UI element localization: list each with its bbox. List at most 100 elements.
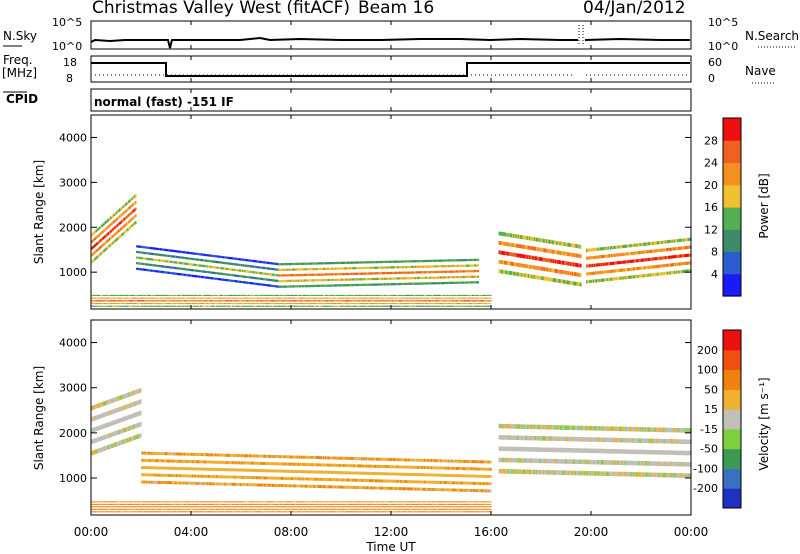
data-cell — [128, 414, 131, 420]
data-cell — [148, 246, 151, 249]
data-cell — [280, 268, 283, 271]
data-cell — [579, 273, 582, 277]
data-cell — [430, 265, 433, 268]
data-cell — [557, 278, 559, 283]
data-cell — [254, 282, 257, 285]
data-cell — [499, 260, 502, 264]
data-cell — [687, 261, 690, 265]
data-cell — [669, 255, 671, 259]
data-cell — [233, 454, 235, 457]
data-cell — [214, 266, 217, 269]
data-cell — [386, 266, 389, 269]
data-cell — [134, 435, 136, 440]
data-cell — [205, 294, 208, 296]
data-cell — [295, 294, 298, 296]
data-cell — [161, 303, 164, 305]
data-cell — [637, 251, 640, 255]
data-cell — [122, 305, 125, 307]
data-cell — [153, 258, 155, 261]
data-cell — [350, 305, 352, 307]
data-cell — [177, 300, 180, 302]
data-cell — [514, 253, 516, 257]
data-cell — [515, 262, 518, 267]
data-cell — [417, 305, 419, 307]
data-cell — [374, 283, 376, 286]
data-cell — [206, 305, 209, 307]
data-cell — [286, 300, 289, 302]
data-cell — [441, 297, 443, 299]
data-cell — [406, 282, 409, 285]
data-cell — [179, 256, 181, 259]
data-cell — [405, 294, 408, 296]
data-cell — [247, 303, 250, 305]
data-cell — [421, 265, 424, 268]
data-cell — [463, 297, 466, 299]
data-cell — [234, 294, 236, 296]
data-cell — [151, 473, 153, 477]
data-cell — [436, 305, 439, 307]
data-cell — [442, 294, 444, 296]
data-cell — [248, 281, 251, 285]
data-cell — [530, 236, 532, 241]
data-cell — [630, 267, 633, 271]
data-cell — [177, 467, 180, 470]
data-cell — [273, 262, 276, 265]
data-cell — [560, 260, 563, 265]
data-cell — [671, 247, 674, 251]
data-cell — [630, 251, 633, 255]
data-cell — [325, 303, 327, 305]
data-cell — [462, 294, 465, 296]
data-cell — [434, 300, 436, 302]
data-cell — [178, 267, 180, 270]
data-cell — [225, 468, 227, 472]
data-cell — [533, 246, 536, 251]
data-cell — [152, 473, 155, 477]
data-cell — [308, 268, 310, 271]
data-cell — [416, 282, 418, 285]
data-cell — [152, 305, 155, 307]
data-cell — [343, 273, 345, 276]
data-cell — [387, 294, 390, 296]
data-cell — [145, 252, 147, 255]
data-cell — [409, 300, 411, 302]
data-cell — [320, 297, 323, 299]
data-cell — [288, 300, 291, 302]
data-cell — [92, 252, 94, 256]
data-cell — [267, 261, 269, 264]
data-cell — [341, 267, 343, 270]
data-cell — [641, 250, 644, 254]
data-cell — [234, 468, 236, 472]
data-cell — [331, 297, 334, 299]
data-cell — [209, 265, 211, 268]
data-cell — [103, 229, 106, 232]
data-cell — [590, 256, 593, 260]
data-cell — [387, 300, 390, 302]
data-cell — [296, 294, 299, 296]
data-cell — [439, 276, 442, 279]
data-cell — [444, 305, 447, 307]
data-cell — [403, 277, 406, 280]
data-cell — [297, 300, 300, 302]
data-cell — [181, 305, 184, 307]
data-cell — [304, 285, 307, 288]
data-cell — [330, 300, 333, 302]
data-cell — [464, 294, 467, 296]
data-cell — [167, 260, 170, 263]
data-cell — [155, 303, 158, 305]
data-cell — [155, 473, 158, 477]
data-cell — [208, 303, 210, 305]
data-cell — [173, 255, 176, 258]
data-cell — [508, 233, 511, 237]
data-cell — [603, 278, 605, 282]
data-cell — [653, 249, 655, 253]
data-cell — [212, 260, 215, 263]
data-cell — [124, 427, 126, 433]
data-cell — [335, 303, 337, 305]
data-cell — [165, 254, 168, 257]
data-cell — [277, 294, 280, 296]
data-cell — [624, 244, 627, 248]
data-cell — [144, 466, 147, 470]
data-cell — [343, 267, 345, 270]
data-cell — [688, 269, 691, 273]
data-cell — [181, 300, 184, 302]
